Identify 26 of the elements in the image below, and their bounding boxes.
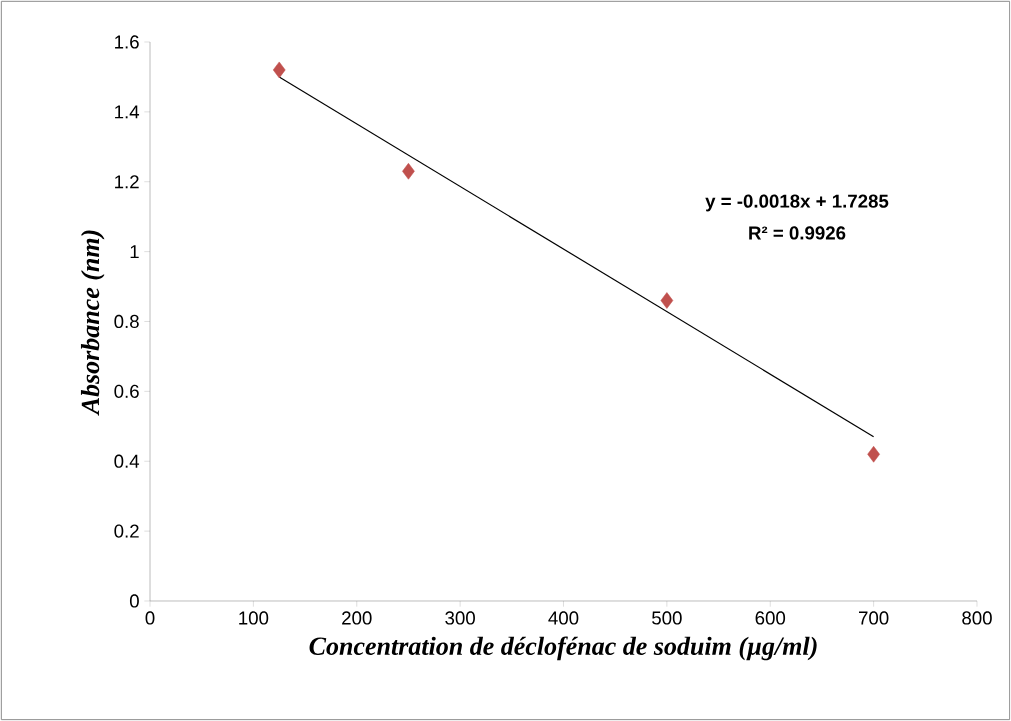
y-tick-label: 0 xyxy=(129,594,139,608)
x-tick-label: 800 xyxy=(962,611,992,625)
x-tick-label: 400 xyxy=(548,611,579,625)
y-tick-label: 0.8 xyxy=(114,314,139,329)
y-tick-label: 0.2 xyxy=(114,524,139,538)
y-tick-label: 0.6 xyxy=(114,384,139,398)
point xyxy=(272,61,286,79)
x-tick-label: 300 xyxy=(445,611,475,625)
x-axis-title: Concentration de déclofénac de soduim (µg/ml) xyxy=(309,636,817,661)
y-tick-label: 1.4 xyxy=(115,105,140,119)
y-tick-label: 1.6 xyxy=(115,35,139,49)
y-tick-label: 0.4 xyxy=(114,454,140,468)
x-tick-label: 600 xyxy=(755,611,786,625)
point xyxy=(402,162,415,180)
point xyxy=(660,292,674,309)
y-tick-label: 1.2 xyxy=(115,175,139,189)
point xyxy=(867,445,880,463)
x-tick-label: 700 xyxy=(859,611,889,625)
x-tick-label: 100 xyxy=(239,611,269,625)
annotation: R² = 0.9926 xyxy=(749,226,846,240)
x-tick-label: 0 xyxy=(145,611,155,625)
x-tick-label: 200 xyxy=(342,611,372,625)
y-tick-label: 1 xyxy=(130,245,139,259)
x-tick-label: 500 xyxy=(652,611,682,625)
y-axis-title: Absorbance (nm) xyxy=(80,230,105,416)
annotation: y = -0.0018x + 1.7285 xyxy=(705,194,889,212)
